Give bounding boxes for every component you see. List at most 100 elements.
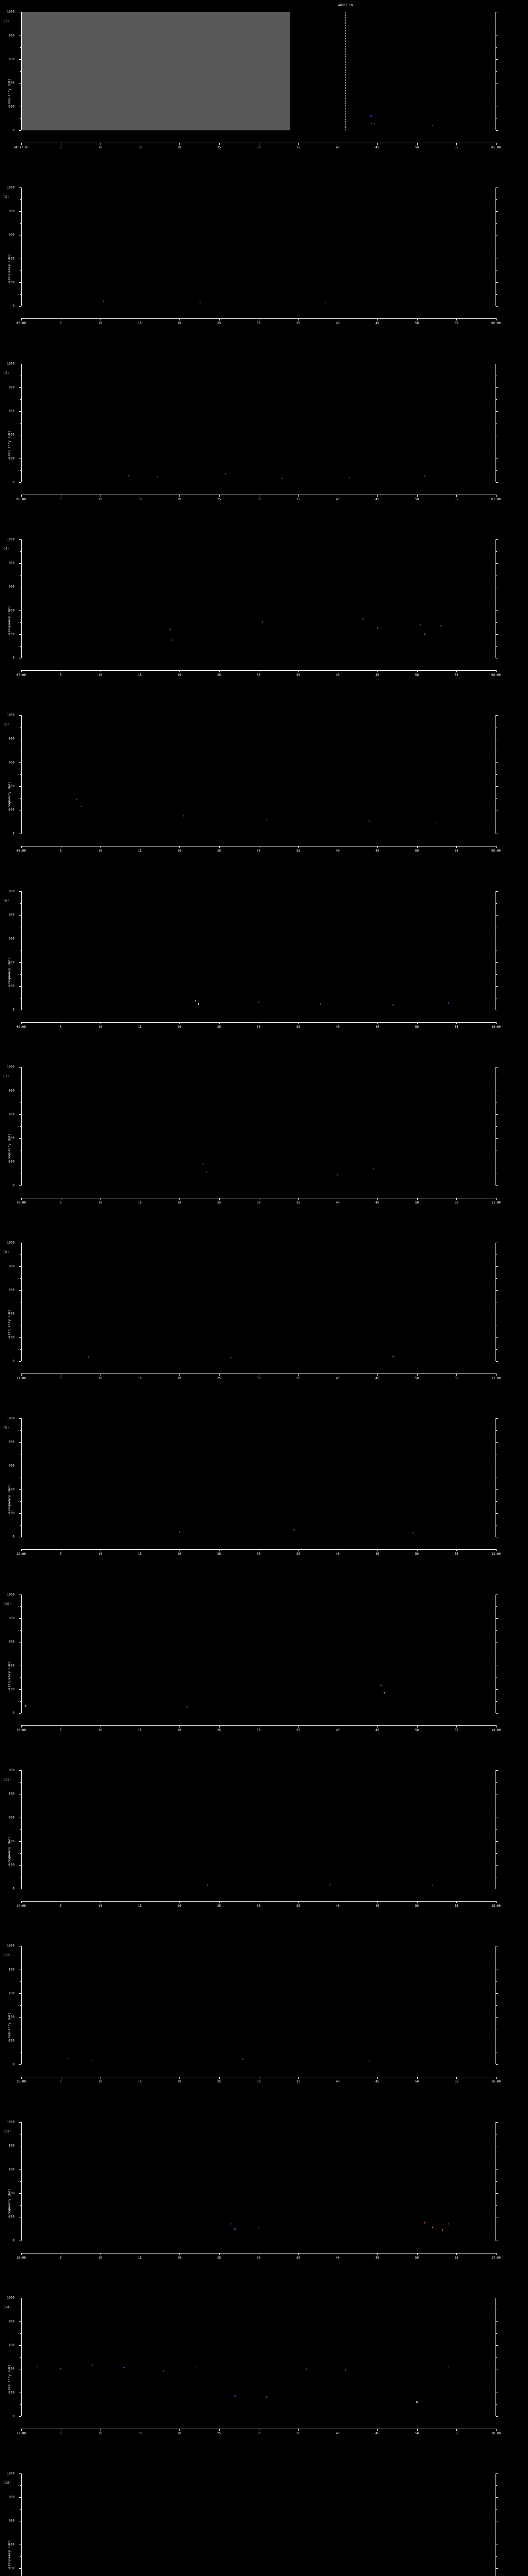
y-axis-left — [21, 715, 22, 834]
x-tick-label: 45 — [375, 2431, 380, 2435]
spectro-event — [25, 1705, 27, 1707]
y-minor-tick — [496, 551, 497, 552]
x-tick — [179, 1725, 180, 1727]
spectro-event — [381, 1685, 382, 1687]
y-tick-label: 1000 — [7, 2296, 14, 2300]
spectro-event — [92, 2059, 93, 2061]
spectro-event — [234, 2395, 236, 2397]
y-minor-tick — [20, 1525, 21, 1526]
x-tick-label: 50 — [415, 2431, 419, 2435]
x-tick-label: 17:00 — [491, 2256, 501, 2260]
x-tick-label: 15 — [138, 849, 142, 853]
y-minor-tick — [496, 2357, 497, 2358]
x-tick-label: 25 — [217, 321, 221, 326]
x-tick — [377, 1374, 378, 1376]
y-minor-tick — [496, 223, 497, 224]
x-tick — [456, 143, 457, 145]
plot-area-11 — [19, 1770, 498, 1889]
x-tick-label: 10:00 — [491, 1025, 501, 1029]
panel-number: (9) — [3, 1426, 9, 1430]
x-tick — [496, 1549, 497, 1552]
x-tick-label: 20 — [177, 2080, 182, 2084]
y-tick — [19, 1337, 21, 1338]
spectro-event — [230, 2223, 232, 2225]
x-tick-label: 10 — [98, 1552, 103, 1556]
x-tick-label: 45 — [375, 1728, 380, 1732]
x-tick-label: 20 — [177, 849, 182, 853]
x-tick-label: 20 — [177, 1728, 182, 1732]
spectro-event — [199, 301, 201, 303]
y-tick — [496, 2064, 498, 2065]
x-tick-label: 15 — [138, 1552, 142, 1556]
y-minor-tick — [20, 47, 21, 48]
spectro-event — [376, 627, 378, 630]
spectro-event — [224, 472, 226, 475]
y-tick — [19, 2122, 21, 2123]
x-tick-label: 40 — [336, 1552, 340, 1556]
plot-area-14 — [19, 2297, 498, 2417]
x-tick-label: 15 — [138, 1025, 142, 1029]
y-minor-tick — [20, 1349, 21, 1350]
y-tick-label: 400 — [9, 960, 14, 964]
y-tick — [496, 130, 498, 131]
y-tick-label: 200 — [9, 2566, 14, 2570]
x-tick — [377, 2428, 378, 2431]
x-tick-label: 30 — [256, 146, 261, 149]
y-tick — [496, 1865, 498, 1866]
x-tick — [496, 318, 497, 321]
y-minor-tick — [496, 2181, 497, 2182]
x-tick-label: 10 — [98, 321, 103, 326]
x-tick-label: 5 — [59, 849, 62, 853]
y-tick-label: 0 — [12, 832, 14, 836]
y-tick-label: 800 — [9, 2319, 14, 2324]
y-tick-label: 800 — [9, 737, 14, 741]
spectro-event — [230, 1357, 232, 1359]
spectro-event — [293, 1529, 295, 1531]
x-tick — [496, 1901, 497, 1903]
x-tick — [21, 494, 22, 497]
x-tick-label: 40 — [336, 321, 340, 326]
y-tick-label: 200 — [9, 2215, 14, 2219]
y-minor-tick — [496, 2005, 497, 2006]
x-tick — [21, 318, 22, 321]
y-tick — [19, 1770, 21, 1771]
x-tick-label: 45 — [375, 2256, 380, 2260]
y-tick-label: 800 — [9, 913, 14, 917]
x-tick-label: 35 — [296, 2256, 300, 2260]
x-tick-label: 50 — [415, 1377, 419, 1381]
x-tick-label: 40 — [336, 849, 340, 853]
spectro-event — [384, 1691, 385, 1694]
y-tick-label: 200 — [9, 1687, 14, 1691]
x-tick-label: 55 — [454, 497, 458, 501]
y-tick — [19, 1513, 21, 1514]
x-tick-label: 35 — [296, 1904, 300, 1908]
x-tick — [219, 2428, 220, 2431]
spectro-event — [432, 1884, 434, 1887]
y-minor-tick — [20, 2556, 21, 2557]
x-tick-label: 30 — [256, 2256, 261, 2260]
x-tick-label: 15 — [138, 321, 142, 326]
spectro-event — [194, 2365, 196, 2367]
x-tick — [377, 318, 378, 321]
spectro-event — [187, 1706, 188, 1708]
y-minor-tick — [496, 1630, 497, 1631]
y-tick-label: 0 — [12, 1008, 14, 1011]
x-tick-label: 06:00 — [16, 497, 26, 501]
y-tick-label: 0 — [12, 128, 14, 132]
x-tick-label: 55 — [454, 1377, 458, 1381]
spectro-event — [128, 474, 129, 477]
x-tick — [496, 846, 497, 849]
spectro-event — [345, 2369, 346, 2371]
spectro-event — [349, 477, 351, 479]
y-tick-label: 600 — [9, 409, 14, 413]
y-tick-label: 600 — [9, 1991, 14, 1995]
y-tick-label: 1000 — [7, 1944, 14, 1948]
x-tick-label: 55 — [454, 1025, 458, 1029]
spectro-event — [440, 625, 441, 627]
y-axis-left — [21, 1243, 22, 1362]
y-tick-label: 800 — [9, 1792, 14, 1796]
y-tick — [496, 482, 498, 483]
x-tick-label: 55 — [454, 2431, 458, 2435]
panel-number: (15) — [3, 2481, 11, 2485]
